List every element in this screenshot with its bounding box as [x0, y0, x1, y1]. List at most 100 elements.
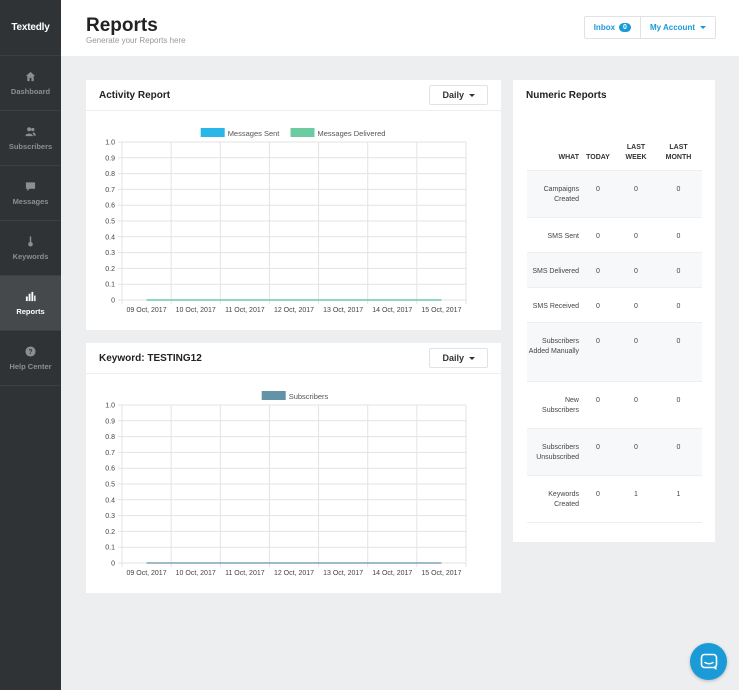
- numeric-reports-card: Numeric Reports WHAT TODAY LAST WEEK LAS…: [513, 80, 715, 542]
- column-header: WHAT: [527, 126, 579, 171]
- my-account-button[interactable]: My Account: [639, 17, 715, 38]
- x-tick-label: 10 Oct, 2017: [176, 570, 216, 577]
- y-tick-label: 0.9: [105, 418, 115, 425]
- period-label: Daily: [442, 90, 464, 100]
- x-tick-label: 11 Oct, 2017: [225, 570, 265, 577]
- chevron-down-icon: [469, 356, 475, 360]
- table-cell-today: 0: [579, 381, 617, 429]
- sidebar-item-help-center[interactable]: ? Help Center: [0, 331, 61, 386]
- sidebar-item-messages[interactable]: Messages: [0, 166, 61, 221]
- y-tick-label: 1.0: [105, 403, 115, 410]
- inbox-count-badge: 0: [619, 23, 631, 32]
- x-tick-label: 14 Oct, 2017: [372, 307, 412, 314]
- legend-swatch[interactable]: [200, 128, 225, 137]
- sidebar-item-dashboard[interactable]: Dashboard: [0, 56, 61, 111]
- x-tick-label: 15 Oct, 2017: [421, 307, 461, 314]
- inbox-button[interactable]: Inbox 0: [585, 17, 640, 38]
- numeric-reports-table: WHAT TODAY LAST WEEK LAST MONTH Campaign…: [527, 126, 702, 523]
- sidebar-item-label: Subscribers: [8, 141, 53, 151]
- chevron-down-icon: [700, 26, 706, 29]
- table-cell-what: SMS Sent: [527, 217, 579, 253]
- legend-swatch[interactable]: [261, 391, 286, 400]
- table-cell-month: 1: [655, 475, 702, 523]
- table-cell-what: New Subscribers: [527, 381, 579, 429]
- legend-label[interactable]: Messages Sent: [228, 129, 281, 138]
- y-tick-label: 0: [111, 561, 115, 568]
- table-cell-today: 0: [579, 170, 617, 218]
- sidebar-item-label: Dashboard: [10, 86, 51, 96]
- table-cell-today: 0: [579, 475, 617, 523]
- card-header: Numeric Reports: [513, 80, 715, 111]
- table-cell-month: 0: [655, 217, 702, 253]
- legend-swatch[interactable]: [290, 128, 315, 137]
- y-tick-label: 0.1: [105, 545, 115, 552]
- table-row: Campaigns Created 0 0 0: [527, 170, 702, 218]
- table-cell-week: 0: [617, 322, 655, 382]
- x-tick-label: 14 Oct, 2017: [372, 570, 412, 577]
- table-row: New Subscribers 0 0 0: [527, 381, 702, 429]
- activity-report-card: Activity Report Daily Messages Sent Messa…: [86, 80, 501, 330]
- table-cell-week: 0: [617, 428, 655, 476]
- question-icon: ?: [25, 345, 36, 357]
- sidebar-item-label: Messages: [12, 196, 49, 206]
- my-account-label: My Account: [649, 23, 695, 32]
- x-tick-label: 15 Oct, 2017: [421, 570, 461, 577]
- table-cell-month: 0: [655, 252, 702, 288]
- table-cell-week: 1: [617, 475, 655, 523]
- table-cell-today: 0: [579, 217, 617, 253]
- table-cell-what: Subscribers Added Manually: [527, 322, 579, 382]
- table-cell-month: 0: [655, 381, 702, 429]
- period-label: Daily: [442, 353, 464, 363]
- x-tick-label: 09 Oct, 2017: [127, 570, 167, 577]
- card-header: Keyword: TESTING12 Daily: [86, 343, 501, 374]
- y-tick-label: 0.2: [105, 529, 115, 536]
- x-tick-label: 13 Oct, 2017: [323, 307, 363, 314]
- table-cell-what: Subscribers Unsubscribed: [527, 428, 579, 476]
- y-tick-label: 0.9: [105, 155, 115, 162]
- sidebar-item-keywords[interactable]: Keywords: [0, 221, 61, 276]
- legend-label[interactable]: Messages Delivered: [318, 129, 386, 138]
- users-icon: [25, 126, 36, 136]
- sidebar-item-label: Keywords: [12, 251, 49, 261]
- table-cell-month: 0: [655, 287, 702, 323]
- table-cell-today: 0: [579, 252, 617, 288]
- y-tick-label: 0.7: [105, 187, 115, 194]
- table-cell-week: 0: [617, 170, 655, 218]
- y-tick-label: 0.3: [105, 250, 115, 257]
- legend-label[interactable]: Subscribers: [289, 392, 329, 401]
- y-tick-label: 0.2: [105, 266, 115, 273]
- y-tick-label: 0.4: [105, 234, 115, 241]
- chat-icon: [25, 181, 36, 191]
- y-tick-label: 0.8: [105, 171, 115, 178]
- sidebar-item-label: Help Center: [9, 361, 52, 371]
- page-subtitle: Generate your Reports here: [86, 36, 186, 45]
- column-header: LAST WEEK: [617, 126, 655, 171]
- x-tick-label: 13 Oct, 2017: [323, 570, 363, 577]
- key-icon: [28, 235, 33, 247]
- card-title: Activity Report: [99, 89, 171, 101]
- table-cell-month: 0: [655, 170, 702, 218]
- y-tick-label: 0.4: [105, 497, 115, 504]
- table-cell-what: SMS Delivered: [527, 252, 579, 288]
- x-tick-label: 12 Oct, 2017: [274, 570, 314, 577]
- y-tick-label: 0.3: [105, 513, 115, 520]
- x-tick-label: 09 Oct, 2017: [127, 307, 167, 314]
- app-logo[interactable]: Textedly: [0, 0, 61, 56]
- activity-chart: Messages Sent Messages Delivered 0 0.1 0.2 0.…: [105, 128, 467, 314]
- period-dropdown[interactable]: Daily: [429, 348, 488, 368]
- chat-launcher-button[interactable]: [690, 643, 727, 680]
- table-cell-week: 0: [617, 217, 655, 253]
- page-title: Reports: [86, 15, 158, 36]
- y-tick-label: 0.6: [105, 466, 115, 473]
- x-tick-label: 10 Oct, 2017: [176, 307, 216, 314]
- table-cell-today: 0: [579, 287, 617, 323]
- bar-chart-icon: [25, 291, 36, 301]
- y-tick-label: 1.0: [105, 140, 115, 147]
- column-header: LAST MONTH: [655, 126, 702, 171]
- sidebar-item-reports[interactable]: Reports: [0, 276, 61, 331]
- keyword-chart: Subscribers 0 0.1 0.2 0.3 0.4 0.5 0.6 0.7 0.8 0.9 1…: [105, 391, 467, 577]
- sidebar-item-subscribers[interactable]: Subscribers: [0, 111, 61, 166]
- table-row: Subscribers Unsubscribed 0 0 0: [527, 428, 702, 476]
- table-row: SMS Received 0 0 0: [527, 287, 702, 323]
- period-dropdown[interactable]: Daily: [429, 85, 488, 105]
